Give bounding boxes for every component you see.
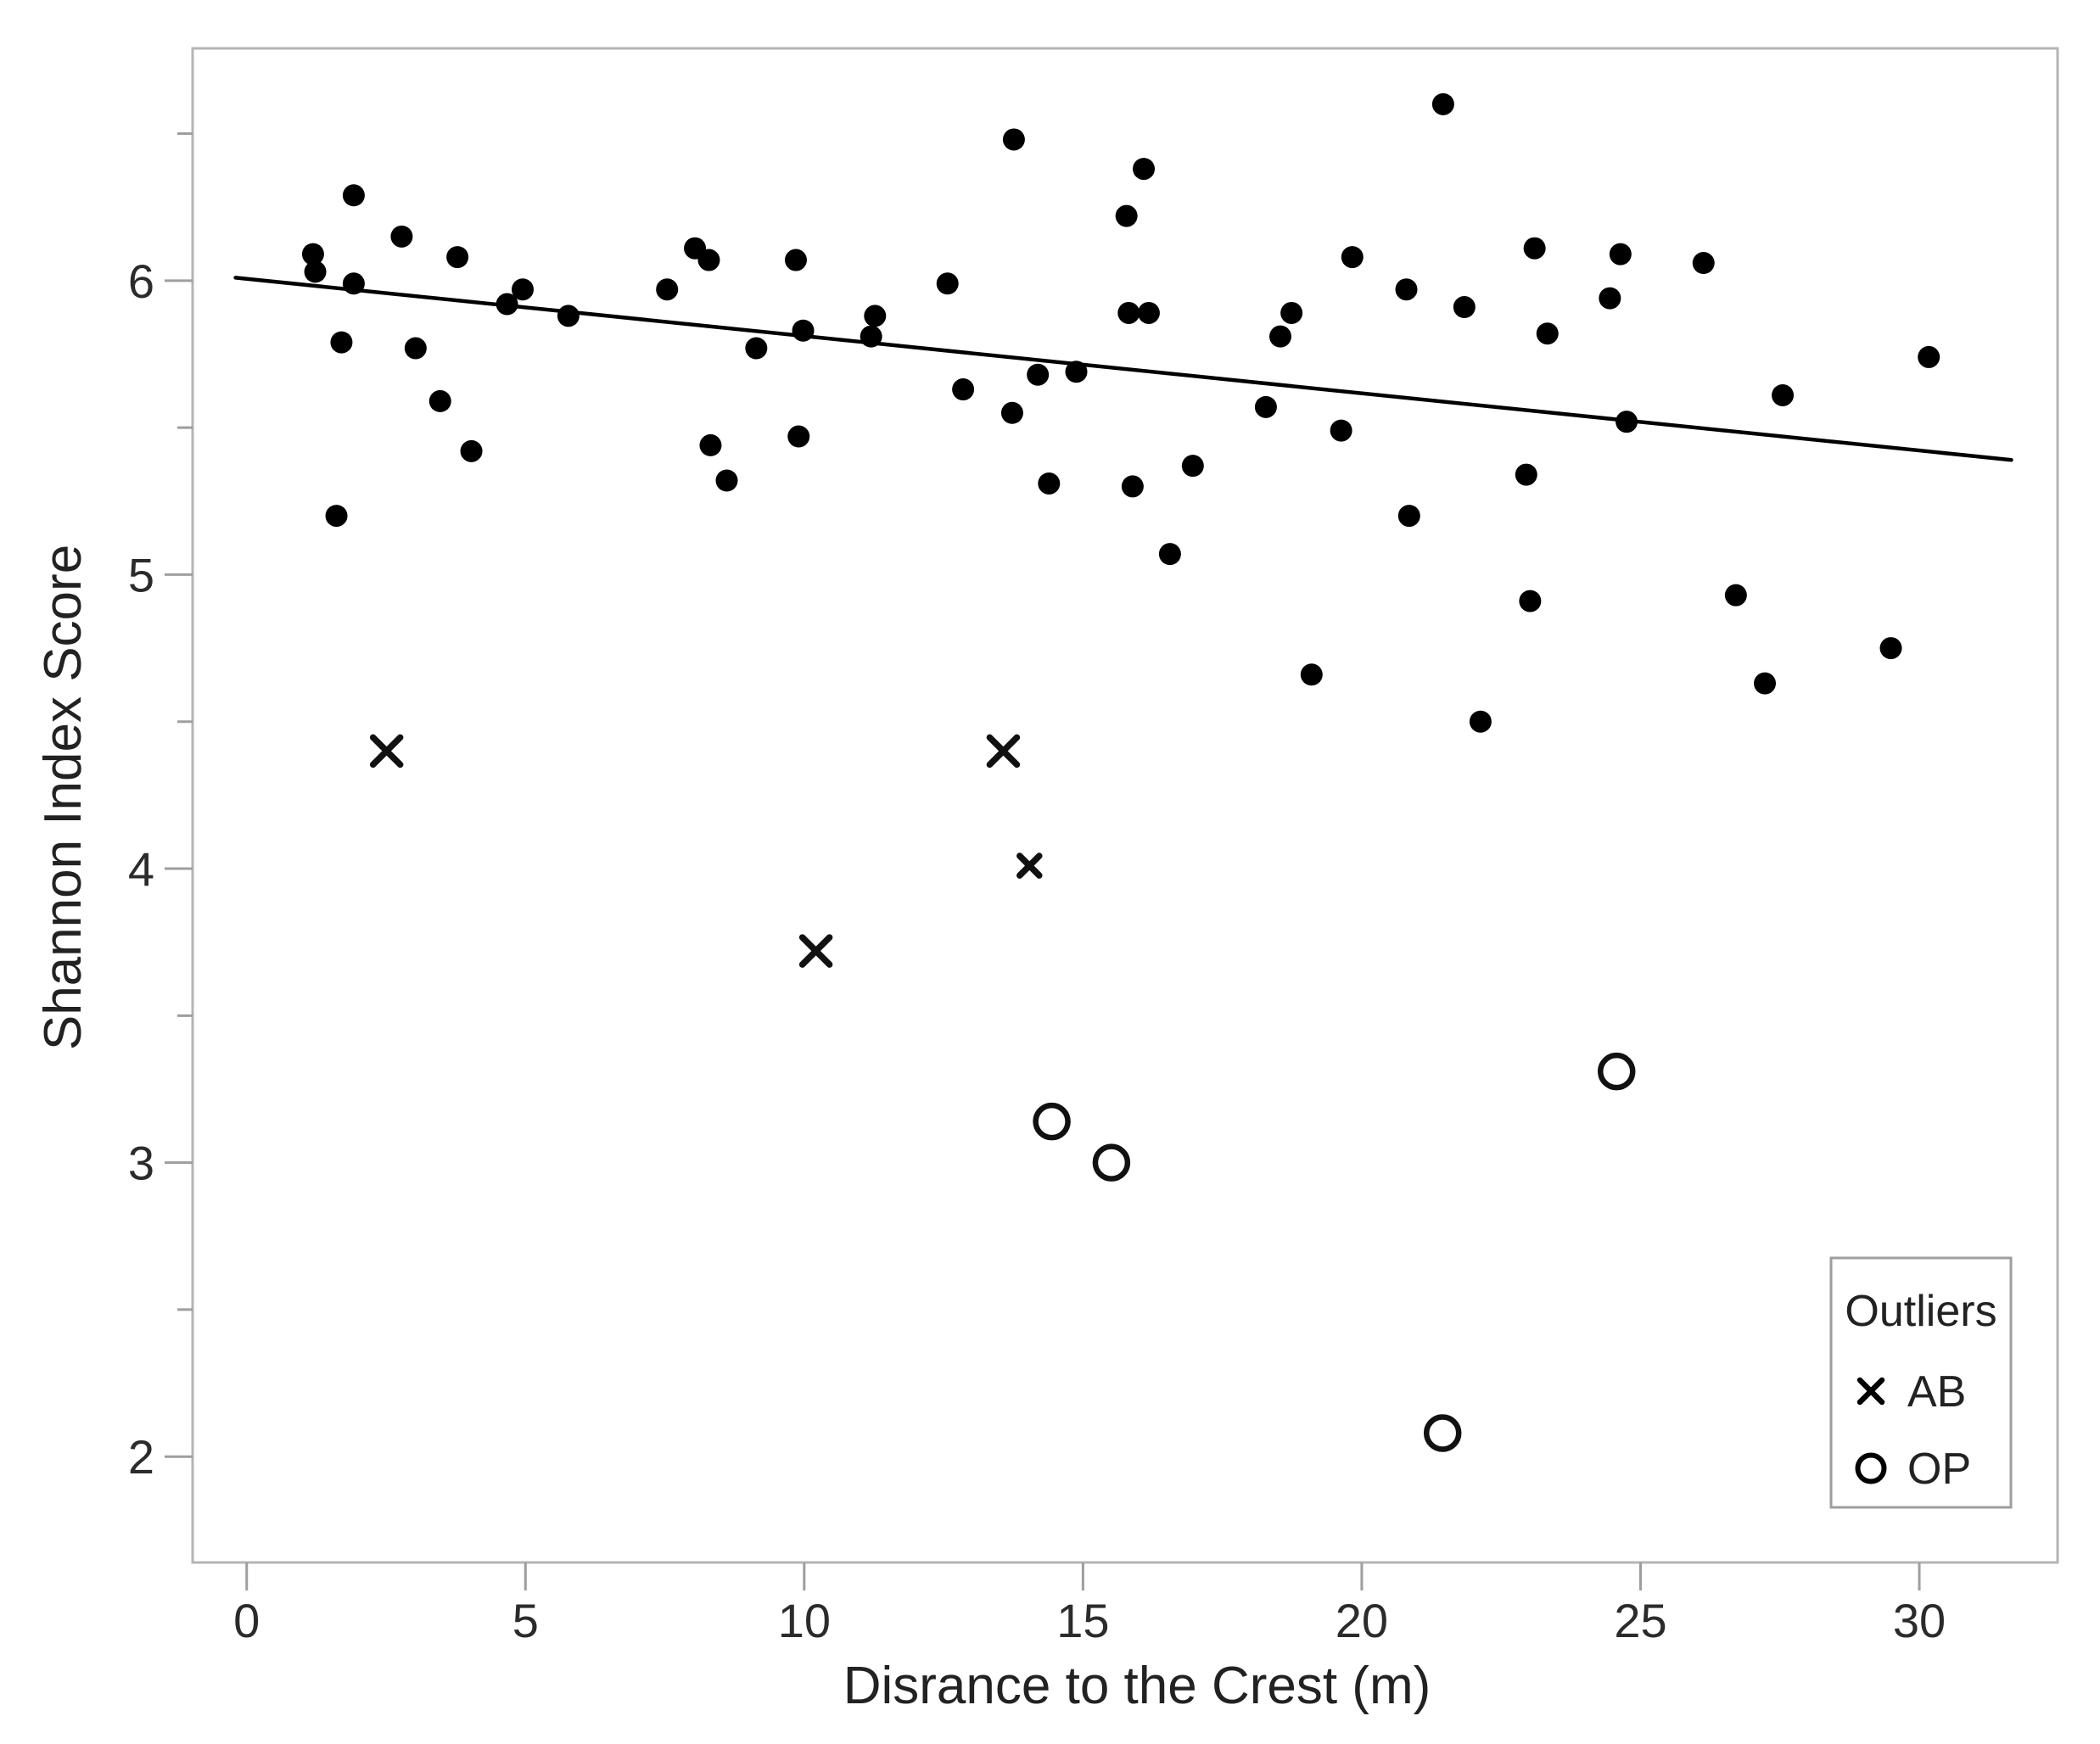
scatter-dot (1341, 246, 1364, 269)
x-tick-label: 0 (233, 1594, 260, 1647)
scatter-dot (330, 331, 353, 354)
scatter-dot (1469, 710, 1492, 733)
plot-layer: 0 5 10 15 20 25 30 2 3 4 5 6 Outliers AB OP (128, 47, 2059, 1647)
scatter-dot (656, 278, 679, 301)
scatter-dot (496, 293, 518, 316)
scatter-dot (1158, 543, 1181, 566)
scatter-dot (1115, 204, 1138, 227)
scatter-dot (1397, 505, 1420, 528)
scatter-dot (304, 260, 327, 283)
regression-line (233, 276, 2013, 462)
legend-item-label-op: OP (1907, 1445, 1971, 1494)
outlier-x-mark (798, 934, 833, 968)
scatter-dot (446, 246, 469, 269)
scatter-dot (860, 325, 882, 348)
scatter-dot (342, 184, 365, 207)
scatter-dot (1133, 158, 1156, 181)
scatter-dot (864, 305, 887, 327)
legend-title: Outliers (1845, 1287, 1996, 1336)
x-tick-label: 5 (512, 1594, 539, 1647)
scatter-dot (1772, 383, 1795, 406)
y-tick-label: 2 (128, 1430, 154, 1484)
y-tick-label: 3 (128, 1137, 154, 1190)
scatter-dot (1453, 296, 1476, 319)
scatter-dot (1724, 584, 1747, 606)
x-tick-label: 25 (1614, 1594, 1666, 1647)
scatter-dot (1918, 345, 1940, 368)
scatter-dot (745, 337, 768, 360)
scatter-dot (1515, 463, 1537, 486)
y-axis-label: Shannon Index Score (34, 545, 92, 1050)
scatter-dot (1536, 322, 1559, 345)
scatter-dot (1269, 325, 1292, 348)
outlier-circle-mark (1597, 1052, 1636, 1091)
legend-x-icon (1856, 1377, 1885, 1406)
scatter-dot (1330, 419, 1352, 442)
scatter-dot (1609, 243, 1632, 266)
scatter-dot (1754, 672, 1777, 695)
scatter-dot (557, 305, 580, 327)
x-tick-label: 30 (1893, 1594, 1946, 1647)
scatter-dot (460, 439, 483, 462)
scatter-dot (1692, 252, 1715, 275)
scatter-dot (1300, 663, 1323, 686)
scatter-dot (1038, 472, 1061, 495)
y-tick-label: 4 (128, 842, 154, 896)
scatter-dot (1065, 361, 1088, 383)
scatter-dot (404, 337, 427, 360)
scatter-dot (1523, 237, 1546, 260)
outlier-x-mark (369, 734, 404, 769)
scatter-dot (1395, 278, 1418, 301)
scatter-dot (390, 225, 413, 248)
scatter-dot (1137, 301, 1160, 324)
scatter-dot (697, 249, 720, 271)
scatter-dot (1519, 590, 1542, 612)
scatter-dot (325, 505, 348, 528)
legend-circle-icon (1855, 1452, 1887, 1484)
outlier-x-mark (1016, 852, 1043, 879)
scatter-dot (1027, 363, 1050, 386)
scatter-dot (1000, 401, 1023, 424)
y-tick-label: 6 (128, 254, 154, 308)
scatter-dot (1117, 301, 1140, 324)
y-tick-label: 5 (128, 548, 154, 601)
outlier-circle-mark (1092, 1143, 1131, 1182)
scatter-dot (1431, 92, 1454, 115)
x-tick-label: 15 (1056, 1594, 1109, 1647)
scatter-dot (1002, 128, 1025, 151)
scatter-dot (792, 319, 815, 342)
scatter-dot (936, 272, 959, 295)
x-axis-label: Disrance to the Crest (m) (843, 1657, 1431, 1715)
scatter-dot (301, 243, 324, 266)
x-tick-label: 10 (778, 1594, 831, 1647)
scatter-dot (342, 272, 365, 295)
legend-item-label-ab: AB (1907, 1367, 1966, 1417)
x-tick-label: 20 (1336, 1594, 1388, 1647)
scatter-dot (1181, 455, 1204, 478)
scatter-dot (428, 389, 451, 412)
scatter-dot (1121, 475, 1144, 498)
scatter-dot (1879, 637, 1902, 660)
outlier-circle-mark (1423, 1414, 1462, 1452)
plot-frame (191, 47, 2059, 1564)
scatter-dot (1599, 287, 1621, 310)
scatter-dot (1280, 301, 1303, 324)
scatter-dot (715, 469, 738, 492)
scatter-dot (784, 249, 807, 271)
scatter-dot (1616, 411, 1638, 433)
scatter-dot (1254, 395, 1277, 418)
scatter-dot (952, 378, 975, 401)
scatter-dot (512, 278, 535, 301)
outlier-x-mark (986, 734, 1021, 769)
scatter-dot (787, 425, 810, 448)
scatter-dot (699, 433, 722, 456)
outlier-circle-mark (1033, 1102, 1071, 1141)
